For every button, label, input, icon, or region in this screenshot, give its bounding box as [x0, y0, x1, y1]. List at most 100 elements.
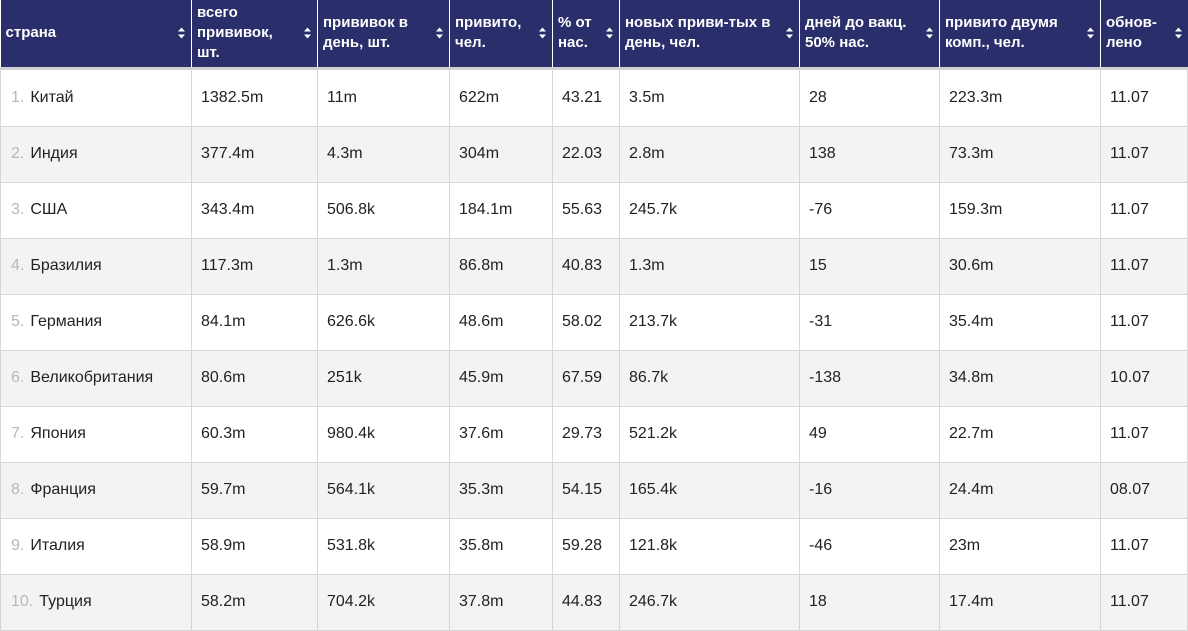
percent-population-cell: 67.59 — [552, 350, 620, 407]
percent-population-cell: 54.15 — [552, 462, 620, 519]
people-vaccinated-cell: 184.1m — [449, 182, 553, 239]
country-cell: 9. Италия — [0, 518, 192, 575]
updated-date-cell: 11.07 — [1100, 66, 1188, 127]
column-label: обнов-лено — [1106, 14, 1157, 52]
days-to-50-cell: -138 — [799, 350, 940, 407]
fully-vaccinated-cell: 22.7m — [939, 406, 1101, 463]
table-header: страна всего прививок, шт. прививок в день… — [0, 0, 1188, 68]
col-daily-vaccinations-header[interactable]: прививок в день, шт. — [317, 0, 450, 68]
fully-vaccinated-cell: 73.3m — [939, 126, 1101, 183]
people-vaccinated-cell: 37.6m — [449, 406, 553, 463]
percent-population-cell: 55.63 — [552, 182, 620, 239]
sort-arrows-icon[interactable] — [436, 27, 443, 39]
col-updated-header[interactable]: обнов-лено — [1100, 0, 1188, 68]
people-vaccinated-cell: 48.6m — [449, 294, 553, 351]
fully-vaccinated-cell: 24.4m — [939, 462, 1101, 519]
days-to-50-cell: 18 — [799, 574, 940, 631]
total-vaccinations-cell: 1382.5m — [191, 66, 318, 127]
header-row: страна всего прививок, шт. прививок в день… — [0, 0, 1188, 68]
country-name: Италия — [30, 537, 85, 554]
fully-vaccinated-cell: 17.4m — [939, 574, 1101, 631]
percent-population-cell: 43.21 — [552, 66, 620, 127]
daily-vaccinations-cell: 251k — [317, 350, 450, 407]
total-vaccinations-cell: 80.6m — [191, 350, 318, 407]
new-vaccinated-daily-cell: 86.7k — [619, 350, 800, 407]
country-cell: 1. Китай — [0, 66, 192, 127]
sort-arrows-icon[interactable] — [539, 27, 546, 39]
fully-vaccinated-cell: 159.3m — [939, 182, 1101, 239]
country-cell: 7. Япония — [0, 406, 192, 463]
sort-arrows-icon[interactable] — [1087, 27, 1094, 39]
sort-arrows-icon[interactable] — [786, 27, 793, 39]
sort-arrows-icon[interactable] — [926, 27, 933, 39]
table-row: 9. Италия 58.9m 531.8k 35.8m 59.28 121.8k -46 23… — [0, 518, 1188, 575]
updated-date-cell: 11.07 — [1100, 294, 1188, 351]
col-percent-population-header[interactable]: % от нас. — [552, 0, 620, 68]
col-total-vaccinations-header[interactable]: всего прививок, шт. — [191, 0, 318, 68]
days-to-50-cell: -46 — [799, 518, 940, 575]
total-vaccinations-cell: 60.3m — [191, 406, 318, 463]
col-country-header[interactable]: страна — [0, 0, 192, 68]
updated-date-cell: 11.07 — [1100, 126, 1188, 183]
country-cell: 6. Великобритания — [0, 350, 192, 407]
daily-vaccinations-cell: 704.2k — [317, 574, 450, 631]
country-cell: 3. США — [0, 182, 192, 239]
column-label: новых приви-тых в день, чел. — [625, 14, 771, 52]
people-vaccinated-cell: 45.9m — [449, 350, 553, 407]
days-to-50-cell: -16 — [799, 462, 940, 519]
rank-number: 10. — [11, 593, 34, 610]
daily-vaccinations-cell: 11m — [317, 66, 450, 127]
col-new-vaccinated-daily-header[interactable]: новых приви-тых в день, чел. — [619, 0, 800, 68]
percent-population-cell: 59.28 — [552, 518, 620, 575]
country-name: Франция — [30, 481, 96, 498]
table-row: 1. Китай 1382.5m 11m 622m 43.21 3.5m 28 223.3m 11… — [0, 66, 1188, 127]
new-vaccinated-daily-cell: 1.3m — [619, 238, 800, 295]
percent-population-cell: 29.73 — [552, 406, 620, 463]
people-vaccinated-cell: 304m — [449, 126, 553, 183]
country-name: Турция — [39, 593, 92, 610]
people-vaccinated-cell: 35.8m — [449, 518, 553, 575]
daily-vaccinations-cell: 531.8k — [317, 518, 450, 575]
days-to-50-cell: -76 — [799, 182, 940, 239]
country-name: Бразилия — [30, 257, 102, 274]
percent-population-cell: 40.83 — [552, 238, 620, 295]
col-fully-vaccinated-header[interactable]: привито двумя комп., чел. — [939, 0, 1101, 68]
table-body: 1. Китай 1382.5m 11m 622m 43.21 3.5m 28 223.3m 11… — [0, 66, 1188, 631]
new-vaccinated-daily-cell: 165.4k — [619, 462, 800, 519]
country-name: Индия — [30, 145, 78, 162]
updated-date-cell: 08.07 — [1100, 462, 1188, 519]
rank-number: 7. — [11, 425, 25, 442]
col-people-vaccinated-header[interactable]: привито, чел. — [449, 0, 553, 68]
new-vaccinated-daily-cell: 121.8k — [619, 518, 800, 575]
total-vaccinations-cell: 343.4m — [191, 182, 318, 239]
percent-population-cell: 22.03 — [552, 126, 620, 183]
rank-number: 1. — [11, 88, 25, 106]
country-cell: 10. Турция — [0, 574, 192, 631]
country-name: Германия — [30, 313, 103, 330]
column-label: прививок в день, шт. — [323, 14, 408, 52]
rank-number: 6. — [11, 369, 25, 386]
days-to-50-cell: 49 — [799, 406, 940, 463]
new-vaccinated-daily-cell: 2.8m — [619, 126, 800, 183]
daily-vaccinations-cell: 980.4k — [317, 406, 450, 463]
table-row: 2. Индия 377.4m 4.3m 304m 22.03 2.8m 138 73.3m 11… — [0, 126, 1188, 183]
column-label: всего прививок, шт. — [197, 4, 273, 62]
days-to-50-cell: 15 — [799, 238, 940, 295]
updated-date-cell: 11.07 — [1100, 182, 1188, 239]
updated-date-cell: 10.07 — [1100, 350, 1188, 407]
sort-arrows-icon[interactable] — [606, 27, 613, 39]
rank-number: 9. — [11, 537, 25, 554]
updated-date-cell: 11.07 — [1100, 574, 1188, 631]
country-name: США — [30, 201, 68, 218]
total-vaccinations-cell: 377.4m — [191, 126, 318, 183]
column-label: дней до вакц. 50% нас. — [805, 14, 907, 52]
people-vaccinated-cell: 35.3m — [449, 462, 553, 519]
daily-vaccinations-cell: 4.3m — [317, 126, 450, 183]
country-cell: 8. Франция — [0, 462, 192, 519]
sort-arrows-icon[interactable] — [1174, 27, 1182, 39]
sort-arrows-icon[interactable] — [178, 27, 185, 39]
sort-arrows-icon[interactable] — [304, 27, 311, 39]
col-days-to-50-header[interactable]: дней до вакц. 50% нас. — [799, 0, 940, 68]
people-vaccinated-cell: 86.8m — [449, 238, 553, 295]
